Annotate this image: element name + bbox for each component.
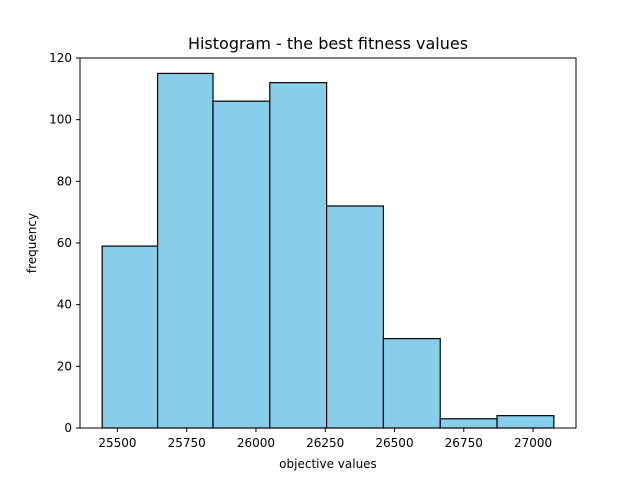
x-axis-label: objective values — [279, 457, 377, 471]
histogram-bar-5 — [326, 205, 385, 429]
histogram-bar-4 — [269, 82, 328, 429]
y-tick-label: 120 — [49, 51, 72, 65]
histogram-bar-6 — [382, 337, 441, 429]
y-tick-label: 100 — [49, 113, 72, 127]
histogram-bar-7 — [439, 418, 498, 429]
bars-group — [101, 72, 555, 429]
y-tick-label: 80 — [57, 174, 72, 188]
y-tick-label: 60 — [57, 236, 72, 250]
y-axis-label: frequency — [25, 213, 39, 273]
x-tick-label: 26250 — [306, 436, 344, 450]
chart-title: Histogram - the best fitness values — [188, 34, 468, 53]
histogram-bar-2 — [156, 72, 214, 429]
x-tick-label: 26000 — [237, 436, 275, 450]
y-axis-ticks: 0 20 40 60 80 100 120 — [49, 51, 80, 435]
histogram-bar-8 — [496, 415, 555, 429]
x-tick-label: 27000 — [514, 436, 552, 450]
histogram-bar-1 — [101, 245, 159, 429]
x-axis-ticks: 25500 25750 26000 26250 26500 26750 27000 — [98, 428, 552, 450]
histogram-bar-3 — [212, 100, 271, 429]
x-tick-label: 26750 — [445, 436, 483, 450]
x-tick-label: 25750 — [168, 436, 206, 450]
x-tick-label: 26500 — [375, 436, 413, 450]
y-tick-label: 0 — [64, 421, 72, 435]
x-tick-label: 25500 — [98, 436, 136, 450]
y-tick-label: 20 — [57, 359, 72, 373]
y-tick-label: 40 — [57, 298, 72, 312]
